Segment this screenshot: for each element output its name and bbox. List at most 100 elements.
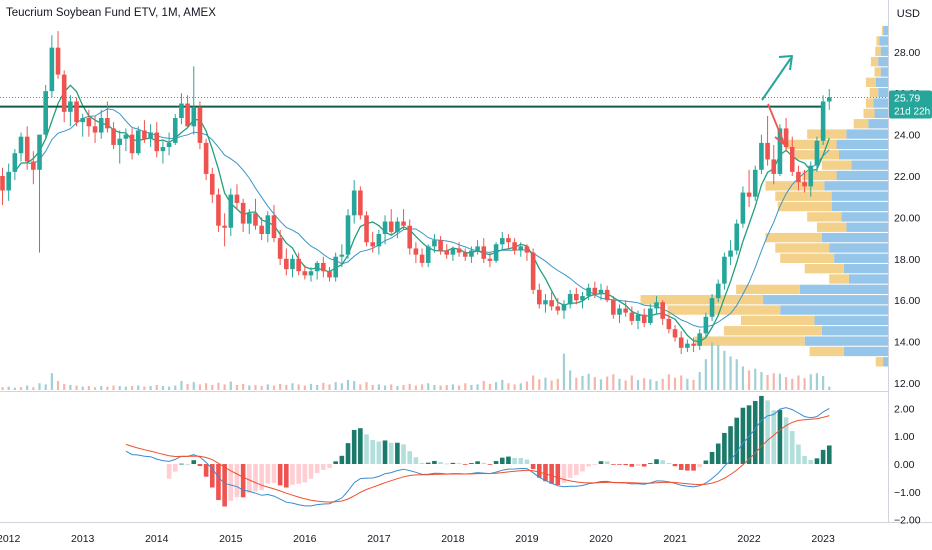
volume-bar <box>630 375 633 390</box>
volume-profile-down-bar <box>853 119 869 129</box>
candle-body <box>401 221 406 226</box>
candle-body <box>648 308 653 323</box>
volume-bar <box>581 376 584 390</box>
macd-histogram-bar <box>771 410 777 464</box>
candle-body <box>740 192 746 224</box>
countdown-label: 21d 22h <box>894 107 930 118</box>
volume-profile-up-bar <box>814 315 888 326</box>
candle-body <box>691 343 696 346</box>
volume-bar <box>636 379 640 390</box>
candle-body <box>61 74 67 112</box>
candle-body <box>598 289 604 294</box>
candle-body <box>493 244 499 261</box>
volume-bar <box>106 386 109 390</box>
candle-body <box>259 225 264 234</box>
macd-histogram-bar <box>333 461 338 464</box>
candle-body <box>395 221 400 232</box>
volume-bar <box>167 386 171 390</box>
candle-body <box>172 118 178 143</box>
candle-body <box>197 107 203 143</box>
macd-histogram-bar <box>469 463 474 464</box>
volume-bar <box>266 384 269 390</box>
volume-profile-down-bar <box>875 46 881 56</box>
candle-body <box>333 256 338 278</box>
macd-histogram-bar <box>734 417 740 464</box>
macd-histogram-bar <box>253 464 258 492</box>
volume-bar <box>550 380 553 390</box>
volume-profile-down-bar <box>863 108 875 119</box>
volume-bar <box>778 373 782 390</box>
candle-body <box>814 140 820 166</box>
candle-body <box>345 215 351 255</box>
macd-histogram-bar <box>586 464 591 467</box>
macd-histogram-bar <box>499 457 505 464</box>
volume-bar <box>501 379 504 390</box>
candle-body <box>697 333 703 346</box>
candle-body <box>302 271 308 276</box>
macd-histogram-bar <box>506 456 511 464</box>
macd-histogram-bar <box>654 459 659 464</box>
candle-body <box>247 213 252 224</box>
candle-body <box>265 215 271 234</box>
candle-body <box>92 126 98 133</box>
volume-bar <box>735 359 738 390</box>
macd-histogram-bar <box>358 428 363 464</box>
macd-histogram-bar <box>166 464 172 479</box>
candle-body <box>611 300 616 315</box>
macd-histogram-bar <box>296 464 301 484</box>
macd-histogram-bar <box>216 464 221 501</box>
volume-profile-up-bar <box>834 253 888 263</box>
macd-histogram-bar <box>561 464 567 483</box>
volume-bar <box>408 383 411 390</box>
macd-histogram-bar <box>752 401 758 464</box>
macd-histogram-bar <box>703 460 709 464</box>
volume-profile-down-bar <box>785 139 837 150</box>
volume-bar <box>791 378 794 390</box>
volume-bar <box>217 382 220 390</box>
macd-histogram-bar <box>697 464 703 468</box>
volume-bar <box>248 385 251 390</box>
macd-histogram-bar <box>364 434 369 464</box>
macd-histogram-bar <box>641 464 647 467</box>
volume-bar <box>445 384 448 390</box>
macd-histogram-bar <box>432 460 437 464</box>
macd-histogram-bar <box>172 464 178 472</box>
candle-body <box>567 293 573 305</box>
volume-bar <box>322 382 325 390</box>
macd-histogram-bar <box>277 464 283 486</box>
volume-profile-up-bar <box>846 222 888 232</box>
volume-bar <box>112 385 115 390</box>
candle-body <box>111 128 116 145</box>
volume-bar <box>661 378 664 390</box>
candle-body <box>327 271 332 278</box>
volume-bar <box>137 385 140 390</box>
macd-histogram-bar <box>191 460 197 464</box>
volume-profile-down-bar <box>865 77 876 88</box>
volume-bar <box>482 381 485 390</box>
macd-histogram-bar <box>456 463 462 464</box>
volume-bar <box>599 379 603 390</box>
candle-body <box>74 101 79 123</box>
volume-bar <box>822 376 825 390</box>
volume-bar <box>667 374 670 390</box>
bearish-arrow-shaft <box>767 103 785 144</box>
candle-body <box>179 103 184 119</box>
volume-bar <box>50 373 53 390</box>
time-tick-label: 2022 <box>737 533 761 545</box>
macd-histogram-bar <box>228 464 234 501</box>
candle-body <box>370 242 375 247</box>
candle-body <box>777 128 783 174</box>
volume-profile-up-bar <box>848 274 888 284</box>
macd-histogram-bar <box>462 464 468 465</box>
volume-bar <box>575 377 578 390</box>
volume-bar <box>649 379 652 390</box>
candle-body <box>734 223 740 251</box>
candle-body <box>86 118 92 127</box>
volume-bar <box>476 384 479 390</box>
macd-histogram-bar <box>796 444 801 464</box>
candle-body <box>129 134 135 154</box>
currency-badge[interactable]: USD <box>896 8 920 20</box>
price-tick-label: 24.00 <box>894 130 920 142</box>
candle-body <box>166 142 172 148</box>
